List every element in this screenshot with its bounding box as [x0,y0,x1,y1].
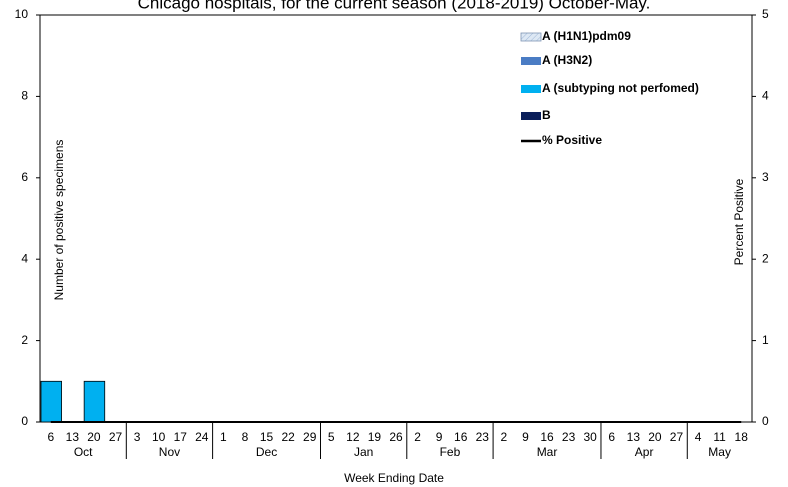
legend-label: B [542,108,551,122]
y2-tick-label: 3 [762,170,769,184]
x-tick-label: 27 [109,430,123,444]
x-tick-label: 10 [152,430,166,444]
x-tick-label: 3 [134,430,141,444]
legend-label: % Positive [542,133,602,147]
y2-tick-label: 5 [762,7,769,21]
x-axis-label: Week Ending Date [344,471,444,485]
y2-tick-label: 1 [762,333,769,347]
legend-swatch [521,57,541,65]
x-tick-label: 22 [281,430,295,444]
x-tick-label: 30 [584,430,598,444]
x-tick-label: 27 [670,430,684,444]
y2-tick-label: 2 [762,251,769,265]
y-tick-label: 6 [21,170,28,184]
month-label: May [708,445,731,459]
x-tick-label: 9 [522,430,529,444]
month-label: Mar [537,445,558,459]
chart-title: Chicago hospitals, for the current seaso… [138,0,651,12]
x-tick-label: 6 [608,430,615,444]
x-tick-label: 2 [414,430,421,444]
month-label: Apr [635,445,654,459]
x-tick-label: 20 [87,430,101,444]
month-label: Dec [256,445,277,459]
y2-tick-label: 4 [762,89,769,103]
y-tick-label: 2 [21,333,28,347]
x-tick-label: 15 [260,430,274,444]
x-tick-label: 11 [713,430,726,444]
x-tick-label: 23 [476,430,490,444]
y2-axis-label: Percent Positive [732,178,746,265]
x-tick-label: 6 [47,430,54,444]
legend-swatch [521,112,541,120]
x-tick-label: 17 [174,430,188,444]
bar [83,380,106,423]
x-tick-label: 18 [735,430,749,444]
month-label: Jan [354,445,373,459]
month-label: Feb [440,445,461,459]
x-tick-label: 8 [242,430,249,444]
x-tick-label: 13 [627,430,641,444]
x-tick-label: 26 [389,430,403,444]
x-tick-label: 12 [346,430,360,444]
y-tick-label: 0 [21,414,28,428]
x-tick-label: 2 [501,430,508,444]
legend-label: A (H3N2) [542,53,592,67]
x-tick-label: 13 [66,430,80,444]
month-label: Oct [74,445,93,459]
x-tick-label: 24 [195,430,209,444]
legend-label: A (H1N1)pdm09 [542,29,631,43]
x-tick-label: 16 [454,430,468,444]
legend-swatch [521,85,541,93]
x-tick-label: 16 [540,430,554,444]
y-tick-label: 8 [21,89,28,103]
y-tick-label: 10 [15,7,29,21]
x-tick-label: 9 [436,430,443,444]
x-tick-label: 29 [303,430,317,444]
legend-label: A (subtyping not perfomed) [542,81,699,95]
legend-swatch [520,32,542,42]
y-axis-label: Number of positive specimens [52,140,66,301]
bar [40,380,62,423]
x-tick-label: 5 [328,430,335,444]
month-label: Nov [159,445,180,459]
y-tick-label: 4 [21,251,28,265]
x-tick-label: 19 [368,430,382,444]
x-tick-label: 23 [562,430,576,444]
x-tick-label: 20 [648,430,662,444]
x-tick-label: 4 [695,430,702,444]
plot-frame [39,14,753,423]
x-tick-label: 1 [220,430,227,444]
y2-tick-label: 0 [762,414,769,428]
